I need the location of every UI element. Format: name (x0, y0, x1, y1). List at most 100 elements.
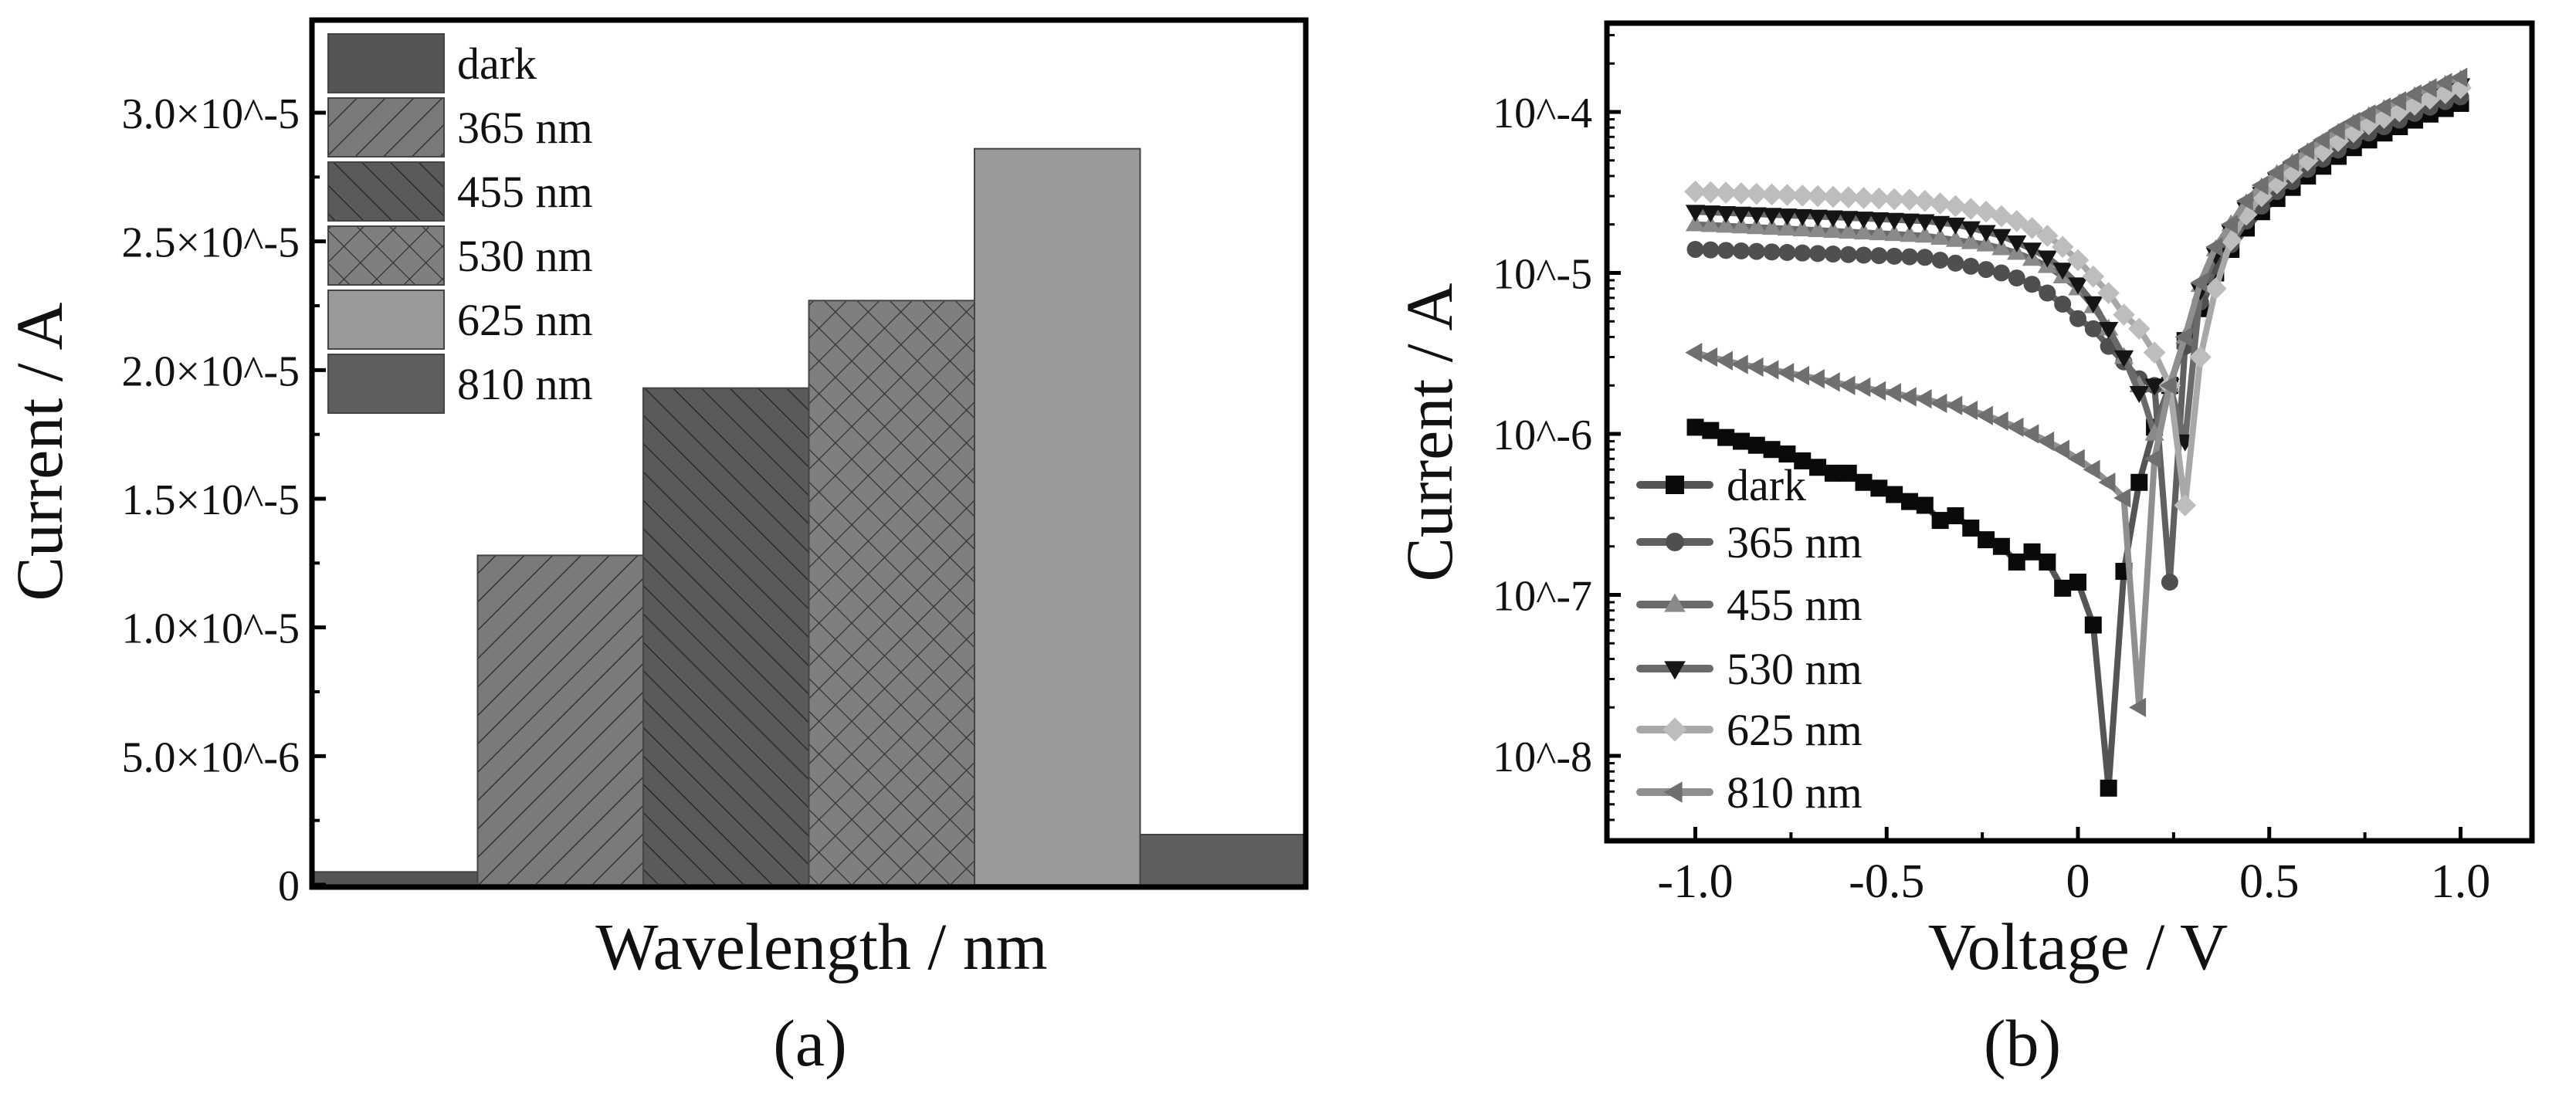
y-tick-label: 10^-7 (1493, 573, 1592, 621)
data-point (1837, 186, 1859, 208)
data-point (1974, 200, 1998, 223)
data-point (1900, 225, 1920, 242)
data-point (1883, 188, 1906, 211)
data-point (1976, 234, 1996, 252)
series-line (1695, 93, 2462, 585)
data-point (2357, 113, 2380, 136)
data-point (1761, 218, 1782, 235)
data-point (2358, 104, 2376, 124)
data-point (1776, 184, 1798, 206)
data-point (1715, 351, 1733, 371)
data-point (1853, 212, 1874, 229)
legend-label: 365 nm (1727, 517, 1863, 567)
data-point (1808, 209, 1828, 227)
data-point (1886, 486, 1903, 503)
data-point (1961, 400, 1978, 421)
data-point (1869, 381, 1886, 401)
x-tick-label: 1.0 (2431, 855, 2491, 908)
x-axis-label: Voltage / V (1928, 909, 2229, 984)
data-point (1915, 214, 1935, 232)
data-point (2021, 217, 2043, 239)
data-point (1947, 507, 1964, 525)
x-tick-label: -1.0 (1657, 855, 1733, 908)
data-point (1962, 519, 1980, 537)
data-point (2052, 439, 2069, 459)
data-point (2250, 185, 2273, 208)
data-point (2419, 78, 2437, 98)
data-point (1870, 479, 1888, 497)
data-point (1823, 221, 1843, 239)
data-point (1913, 189, 1937, 212)
data-point (1717, 428, 1735, 446)
data-point (1853, 377, 1871, 398)
data-point (1809, 245, 1827, 262)
legend-label: 625 nm (1727, 705, 1863, 755)
legend-label: 530 nm (1727, 644, 1863, 694)
x-tick-label: 0.5 (2239, 855, 2300, 908)
data-point (2219, 229, 2242, 252)
data-point (1702, 422, 1720, 439)
legend-marker-triangle-up-icon (1664, 593, 1686, 612)
data-point (2067, 449, 2085, 469)
data-point (2098, 472, 2116, 493)
data-point (2189, 346, 2212, 368)
data-point (1915, 225, 1935, 243)
y-tick-label: 10^-4 (1493, 90, 1592, 137)
x-axis-label: Wavelength / nm (595, 909, 1047, 984)
data-point (1975, 405, 1993, 425)
y-axis-ticks: 0 5.0×10^-6 1.0×10^-5 1.5×10^-5 2.0×10^-5 2.5… (121, 90, 326, 910)
data-point (1852, 187, 1875, 209)
data-point (1945, 395, 1963, 415)
data-point (2342, 120, 2365, 144)
data-point (1702, 241, 1720, 259)
data-point (2008, 269, 2025, 287)
bar-455-nm (642, 387, 810, 886)
data-point (2221, 215, 2238, 235)
data-point (2130, 473, 2148, 491)
data-point (2159, 375, 2177, 395)
data-point (1716, 205, 1736, 223)
data-point (1777, 363, 1795, 383)
data-point (1686, 418, 1704, 436)
data-point (2036, 225, 2059, 247)
data-point (1930, 393, 1947, 413)
y-tick-label: 10^-8 (1493, 733, 1592, 781)
data-point (2082, 265, 2105, 288)
data-point (1761, 360, 1779, 380)
data-point (1822, 185, 1845, 208)
legend-label: 455 nm (457, 167, 593, 217)
panel-label-b: (b) (1984, 1006, 2061, 1080)
data-point (1959, 198, 1982, 220)
data-point (1916, 249, 1934, 266)
data-point (2143, 341, 2166, 364)
data-point (1731, 216, 1751, 234)
data-point (1700, 205, 1720, 223)
data-point (1717, 242, 1735, 259)
data-point (2023, 276, 2041, 293)
data-point (1732, 432, 1750, 450)
data-point (1684, 180, 1707, 203)
y-tick-label: 1.0×10^-5 (121, 605, 300, 653)
data-point (2174, 327, 2192, 347)
y-tick-label: 2.0×10^-5 (121, 347, 300, 395)
data-point (1976, 225, 1996, 242)
data-point (1809, 459, 1827, 476)
data-point (2251, 175, 2269, 195)
data-point (2100, 779, 2117, 797)
data-point (1931, 512, 1949, 530)
data-point (1991, 238, 2012, 256)
data-point (2006, 417, 2024, 438)
data-point (2404, 84, 2422, 104)
data-point (1900, 213, 1920, 231)
data-point (2450, 67, 2468, 87)
data-point (2129, 385, 2149, 403)
data-point (2066, 249, 2090, 272)
legend-label: dark (1727, 460, 1806, 510)
data-point (2127, 317, 2151, 340)
data-point (1824, 246, 1842, 263)
data-point (1747, 242, 1765, 260)
bar-810-nm (1139, 834, 1307, 886)
data-point (1914, 389, 1932, 409)
data-point (1855, 246, 1873, 264)
